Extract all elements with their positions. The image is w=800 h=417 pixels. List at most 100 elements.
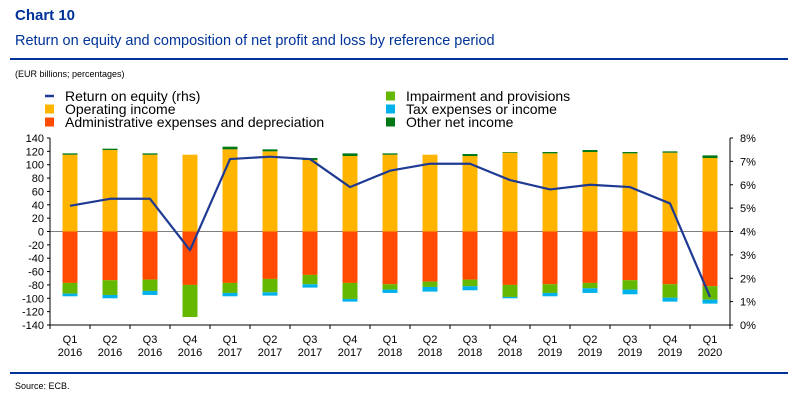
bar-operating-income [382, 154, 398, 232]
bar-other-net-income [662, 151, 678, 153]
bar-operating-income [502, 152, 518, 232]
bar-tax-expenses-or-income [302, 284, 318, 288]
x-tick-label: 2019 [618, 347, 642, 359]
bar-administrative-expenses-and-depreciation [102, 231, 118, 281]
x-tick-label: Q3 [303, 334, 318, 346]
bar-operating-income [62, 154, 78, 232]
x-tick-label: Q1 [223, 334, 238, 346]
chart-canvas: Return on equity (rhs) Impairment and pro… [22, 88, 756, 359]
legend-swatch-other-net-income [386, 117, 395, 127]
left-tick-label: 40 [32, 200, 44, 212]
bar-administrative-expenses-and-depreciation [702, 231, 718, 287]
x-tick-label: Q1 [383, 334, 398, 346]
x-tick-label: 2018 [378, 347, 402, 359]
x-tick-label: 2018 [458, 347, 482, 359]
x-tick-label: Q3 [623, 334, 638, 346]
bar-tax-expenses-or-income [62, 293, 78, 297]
bar-impairment-and-provisions [542, 284, 558, 293]
bar-tax-expenses-or-income [142, 290, 158, 295]
bar-operating-income [142, 154, 158, 232]
left-tick-label: 80 [32, 173, 44, 185]
bar-other-net-income [702, 155, 718, 159]
legend-swatch-impairment-and-provisions [386, 91, 395, 101]
left-tick-label: 100 [26, 160, 44, 172]
bar-impairment-and-provisions [182, 284, 198, 317]
bar-operating-income [702, 158, 718, 232]
x-tick-label: Q2 [263, 334, 278, 346]
left-tick-label: 120 [26, 146, 44, 158]
bar-administrative-expenses-and-depreciation [582, 231, 598, 283]
x-tick-label: Q1 [703, 334, 718, 346]
bar-impairment-and-provisions [422, 281, 438, 287]
x-tick-label: 2018 [418, 347, 442, 359]
bar-other-net-income [502, 152, 518, 153]
bar-other-net-income [382, 153, 398, 155]
bar-operating-income [582, 152, 598, 232]
bar-administrative-expenses-and-depreciation [342, 231, 358, 283]
bar-other-net-income [342, 153, 358, 157]
bar-tax-expenses-or-income [262, 292, 278, 296]
left-tick-label: -100 [22, 293, 44, 305]
bar-impairment-and-provisions [662, 284, 678, 298]
bar-impairment-and-provisions [262, 278, 278, 293]
legend-label-operating-income: Operating income [65, 101, 176, 117]
bar-administrative-expenses-and-depreciation [62, 231, 78, 283]
bar-impairment-and-provisions [382, 284, 398, 290]
x-tick-label: 2016 [138, 347, 162, 359]
bar-other-net-income [462, 154, 478, 157]
x-tick-label: Q4 [183, 334, 198, 346]
right-tick-label: 3% [740, 250, 756, 262]
bar-tax-expenses-or-income [462, 286, 478, 291]
legend-label-tax-expenses-or-income: Tax expenses or income [406, 101, 557, 117]
bar-impairment-and-provisions [62, 282, 78, 294]
x-tick-label: 2016 [58, 347, 82, 359]
bar-administrative-expenses-and-depreciation [662, 231, 678, 285]
x-tick-label: Q2 [583, 334, 598, 346]
x-tick-label: Q4 [343, 334, 358, 346]
bar-tax-expenses-or-income [382, 289, 398, 293]
bar-operating-income [662, 152, 678, 232]
bar-operating-income [182, 154, 198, 232]
right-tick-label: 5% [740, 203, 756, 215]
chart-title: Return on equity and composition of net … [15, 33, 495, 49]
x-tick-label: 2020 [698, 347, 722, 359]
bar-administrative-expenses-and-depreciation [382, 231, 398, 285]
legend-swatch-operating-income [45, 104, 54, 114]
x-tick-label: 2017 [218, 347, 242, 359]
top-rule [10, 58, 788, 60]
bar-other-net-income [142, 153, 158, 155]
bar-administrative-expenses-and-depreciation [222, 231, 238, 283]
legend-label-impairment-and-provisions: Impairment and provisions [406, 88, 570, 104]
legend-swatch-tax-expenses-or-income [386, 104, 395, 114]
right-tick-label: 6% [740, 180, 756, 192]
bar-administrative-expenses-and-depreciation [422, 231, 438, 282]
x-tick-label: Q3 [143, 334, 158, 346]
bar-tax-expenses-or-income [622, 289, 638, 295]
x-tick-label: Q3 [463, 334, 478, 346]
bottom-rule [10, 372, 788, 374]
bar-tax-expenses-or-income [502, 296, 518, 299]
x-tick-label: 2019 [658, 347, 682, 359]
bar-administrative-expenses-and-depreciation [462, 231, 478, 280]
bar-tax-expenses-or-income [542, 292, 558, 297]
bar-administrative-expenses-and-depreciation [262, 231, 278, 279]
bar-other-net-income [622, 152, 638, 154]
legend-label-return-on-equity-rhs: Return on equity (rhs) [65, 88, 200, 104]
x-tick-label: 2017 [258, 347, 282, 359]
left-tick-label: -140 [22, 320, 44, 332]
bar-operating-income [422, 154, 438, 232]
right-tick-label: 0% [740, 320, 756, 332]
left-tick-label: -80 [28, 280, 44, 292]
bar-tax-expenses-or-income [342, 298, 358, 302]
right-tick-label: 4% [740, 227, 756, 239]
bar-other-net-income [262, 149, 278, 152]
left-tick-label: -120 [22, 307, 44, 319]
bar-impairment-and-provisions [342, 282, 358, 299]
bar-operating-income [622, 153, 638, 232]
bar-operating-income [542, 153, 558, 232]
x-tick-label: Q2 [103, 334, 118, 346]
bar-tax-expenses-or-income [422, 286, 438, 292]
bar-other-net-income [62, 153, 78, 155]
x-tick-label: 2018 [498, 347, 522, 359]
